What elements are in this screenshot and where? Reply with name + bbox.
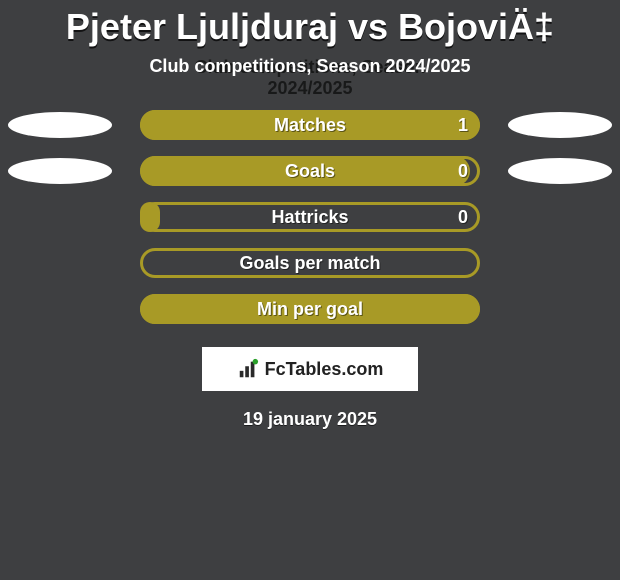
date-text: 19 january 2025 <box>243 409 377 429</box>
comparison-infographic: Pjeter Ljuljduraj vs BojoviÄ‡ Pjeter Lju… <box>0 0 620 580</box>
page-subtitle: Club competitions, Season 2024/2025 Club… <box>0 56 620 77</box>
left-player-ellipse <box>8 158 112 184</box>
stat-bar: Goals per matchGoals per match <box>140 248 480 278</box>
stat-row: MatchesMatches11 <box>0 109 620 141</box>
source-logo-text: FcTables.com <box>265 359 384 380</box>
left-player-ellipse <box>8 112 112 138</box>
stat-bar-border <box>140 248 480 278</box>
stat-bar: MatchesMatches11 <box>140 110 480 140</box>
stat-bar: Min per goalMin per goal <box>140 294 480 324</box>
stat-bar-border <box>140 156 480 186</box>
stat-bar: HattricksHattricks00 <box>140 202 480 232</box>
stat-row: GoalsGoals00 <box>0 155 620 187</box>
bar-chart-icon <box>237 358 259 380</box>
right-player-ellipse <box>508 158 612 184</box>
right-player-ellipse <box>508 112 612 138</box>
stat-row: Min per goalMin per goal <box>0 293 620 325</box>
source-logo: FcTables.com <box>202 347 418 391</box>
stat-row: HattricksHattricks00 <box>0 201 620 233</box>
date-line: 19 january 2025 19 january 2025 <box>0 409 620 430</box>
stat-bar-border <box>140 202 480 232</box>
stat-bar-border <box>140 294 480 324</box>
page-title: Pjeter Ljuljduraj vs BojoviÄ‡ Pjeter Lju… <box>0 0 620 48</box>
page-subtitle-text: Club competitions, Season 2024/2025 <box>149 56 470 76</box>
stat-rows: MatchesMatches11 GoalsGoals00 HattricksHat… <box>0 109 620 325</box>
stat-bar-border <box>140 110 480 140</box>
stat-bar: GoalsGoals00 <box>140 156 480 186</box>
page-title-text: Pjeter Ljuljduraj vs BojoviÄ‡ <box>66 6 554 47</box>
stat-row: Goals per matchGoals per match <box>0 247 620 279</box>
